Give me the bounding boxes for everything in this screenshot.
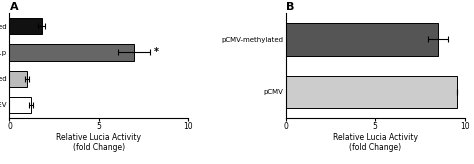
Bar [9,18,42,34]
Bar [9,44,135,61]
Text: B: B [286,2,294,12]
Text: *: * [154,48,159,57]
Bar [9,71,27,87]
X-axis label: Relative Lucia Activity
(fold Change): Relative Lucia Activity (fold Change) [56,133,141,152]
Bar [286,76,457,108]
Bar [9,97,31,113]
Text: A: A [9,2,18,12]
Bar [286,23,438,56]
X-axis label: Relative Lucia Activity
(fold Change): Relative Lucia Activity (fold Change) [333,133,418,152]
